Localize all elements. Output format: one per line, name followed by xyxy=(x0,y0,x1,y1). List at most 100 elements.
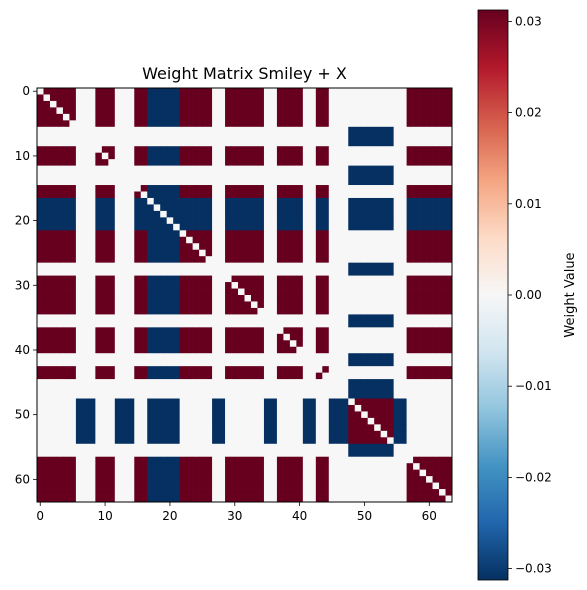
heatmap-cell xyxy=(244,411,252,419)
heatmap-cell xyxy=(400,340,407,348)
heatmap-cell xyxy=(199,353,206,361)
heatmap-cell xyxy=(225,353,232,361)
heatmap-cell xyxy=(348,172,356,179)
heatmap-cell xyxy=(147,495,155,503)
heatmap-cell xyxy=(322,307,330,315)
heatmap-cell xyxy=(445,120,453,128)
heatmap-cell xyxy=(140,152,148,160)
heatmap-cell xyxy=(296,482,304,490)
heatmap-cell xyxy=(400,94,407,102)
heatmap-cell xyxy=(406,469,414,477)
heatmap-cell xyxy=(354,379,362,386)
heatmap-cell xyxy=(426,178,433,186)
heatmap-cell xyxy=(62,249,70,257)
heatmap-cell xyxy=(238,288,245,296)
heatmap-cell xyxy=(127,178,135,186)
heatmap-cell xyxy=(341,204,349,212)
heatmap-cell xyxy=(121,450,129,458)
heatmap-cell xyxy=(153,314,161,322)
heatmap-cell xyxy=(309,463,317,471)
heatmap-cell xyxy=(95,385,103,393)
heatmap-cell xyxy=(238,295,245,302)
heatmap-cell xyxy=(263,346,271,354)
heatmap-cell xyxy=(56,424,64,432)
heatmap-cell xyxy=(218,320,226,328)
heatmap-cell xyxy=(127,307,135,315)
heatmap-cell xyxy=(380,88,388,95)
heatmap-cell xyxy=(413,372,420,380)
heatmap-cell xyxy=(179,417,187,425)
heatmap-cell xyxy=(231,495,239,503)
heatmap-cell xyxy=(432,88,440,95)
heatmap-cell xyxy=(82,307,90,315)
heatmap-cell xyxy=(37,476,44,483)
heatmap-cell xyxy=(413,107,420,115)
heatmap-cell xyxy=(289,307,297,315)
heatmap-cell xyxy=(101,249,109,257)
heatmap-cell xyxy=(134,353,142,361)
heatmap-cell xyxy=(153,333,161,341)
heatmap-cell xyxy=(426,113,433,121)
heatmap-cell xyxy=(62,320,70,328)
heatmap-cell xyxy=(413,100,420,108)
heatmap-cell xyxy=(400,223,407,231)
heatmap-cell xyxy=(374,424,382,432)
heatmap-cell xyxy=(387,411,394,419)
heatmap-cell xyxy=(302,366,310,373)
heatmap-cell xyxy=(400,353,407,361)
heatmap-cell xyxy=(426,320,433,328)
heatmap-cell xyxy=(160,430,168,438)
heatmap-cell xyxy=(101,223,109,231)
heatmap-cell xyxy=(199,262,206,270)
heatmap-cell xyxy=(263,139,271,147)
heatmap-cell xyxy=(387,275,394,283)
heatmap-cell xyxy=(257,353,265,361)
heatmap-cell xyxy=(108,301,116,309)
heatmap-cell xyxy=(406,243,414,251)
heatmap-cell xyxy=(69,88,77,95)
heatmap-cell xyxy=(134,210,142,218)
heatmap-cell xyxy=(186,476,193,483)
heatmap-cell xyxy=(62,185,70,192)
heatmap-cell xyxy=(199,489,206,496)
heatmap-cell xyxy=(302,359,310,367)
heatmap-cell xyxy=(244,327,252,335)
heatmap-cell xyxy=(147,152,155,160)
heatmap-cell xyxy=(225,456,232,464)
heatmap-cell xyxy=(179,379,187,386)
heatmap-cell xyxy=(140,404,148,412)
heatmap-cell xyxy=(322,100,330,108)
heatmap-cell xyxy=(263,275,271,283)
heatmap-cell xyxy=(335,430,343,438)
heatmap-cell xyxy=(380,469,388,477)
heatmap-cell xyxy=(270,476,278,483)
heatmap-cell xyxy=(199,469,206,477)
heatmap-cell xyxy=(153,172,161,179)
heatmap-cell xyxy=(387,463,394,471)
heatmap-cell xyxy=(354,437,362,445)
heatmap-cell xyxy=(218,443,226,451)
heatmap-cell xyxy=(419,320,427,328)
heatmap-cell xyxy=(296,275,304,283)
heatmap-cell xyxy=(75,443,83,451)
heatmap-cell xyxy=(192,185,200,192)
heatmap-cell xyxy=(315,489,323,496)
heatmap-cell xyxy=(322,243,330,251)
heatmap-cell xyxy=(315,191,323,199)
heatmap-cell xyxy=(387,314,394,322)
heatmap-cell xyxy=(95,476,103,483)
heatmap-cell xyxy=(250,210,258,218)
heatmap-cell xyxy=(88,314,96,322)
heatmap-cell xyxy=(406,476,414,483)
heatmap-cell xyxy=(413,489,420,496)
heatmap-cell xyxy=(341,217,349,225)
heatmap-cell xyxy=(225,443,232,451)
heatmap-cell xyxy=(406,262,414,270)
heatmap-cell xyxy=(231,249,239,257)
heatmap-cell xyxy=(439,495,446,503)
heatmap-cell xyxy=(238,249,245,257)
heatmap-cell xyxy=(439,94,446,102)
heatmap-cell xyxy=(186,191,193,199)
heatmap-cell xyxy=(426,392,433,399)
heatmap-cell xyxy=(212,307,219,315)
